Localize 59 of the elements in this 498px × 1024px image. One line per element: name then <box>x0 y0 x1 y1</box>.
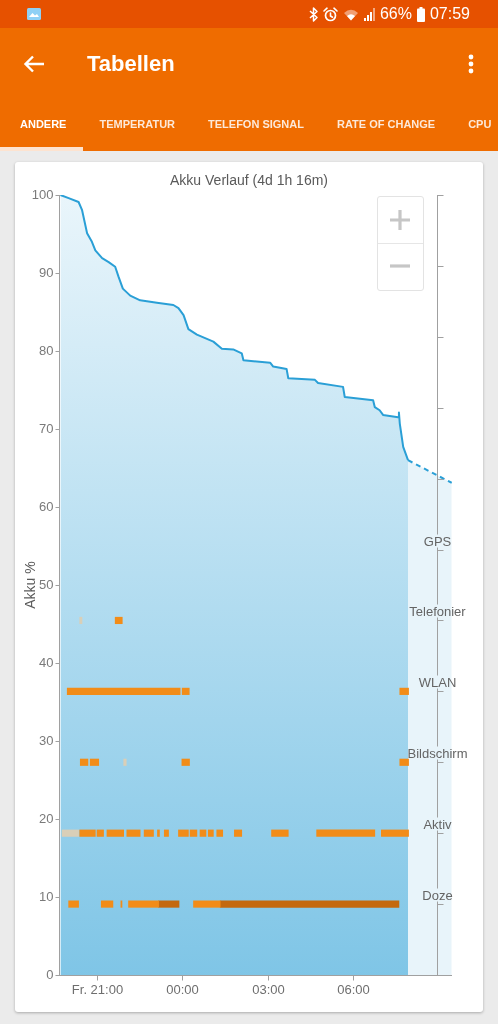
y-tick-label: Doze <box>422 887 453 903</box>
y-tick-label: 90 <box>39 265 54 281</box>
bar <box>316 829 376 837</box>
bar <box>207 829 214 837</box>
text: 07:59 <box>429 4 470 24</box>
x-tick-label: 06:00 <box>337 982 370 998</box>
bar <box>219 900 400 908</box>
bar <box>181 687 190 695</box>
text: 66% <box>379 4 412 24</box>
text: Tabellen <box>87 50 175 78</box>
y-tick-label: 50 <box>39 577 54 593</box>
y-tick-label: Aktiv <box>423 816 453 832</box>
y-axis-title: Akku % <box>21 561 38 609</box>
y-tick-label: GPS <box>423 533 452 549</box>
bar <box>271 829 289 837</box>
bar <box>234 829 243 837</box>
bar <box>128 900 159 908</box>
bar <box>106 829 125 837</box>
bar <box>89 758 100 766</box>
text: TEMPERATUR <box>99 117 176 130</box>
bar <box>61 829 79 837</box>
bar <box>193 900 221 908</box>
y-tick-label: 10 <box>39 889 54 905</box>
chart-title: Akku Verlauf (4d 1h 16m) <box>170 171 328 188</box>
y-tick-label: 70 <box>39 421 54 437</box>
bar <box>68 900 79 908</box>
y-tick-label: 20 <box>39 811 54 827</box>
y-tick-label: 80 <box>39 343 54 359</box>
bar <box>143 829 154 837</box>
y-tick-label: WLAN <box>418 674 457 690</box>
text: ANDERE <box>20 117 67 130</box>
y-tick-label: 60 <box>39 499 54 515</box>
bar <box>181 758 190 766</box>
bar <box>381 829 409 837</box>
text: RATE OF CHANGE <box>336 117 436 130</box>
bar <box>123 758 127 766</box>
x-tick-label: Fr. 21:00 <box>71 982 124 998</box>
bar <box>157 829 160 837</box>
y-tick-label: Bildschirm <box>407 745 468 761</box>
bar <box>399 687 409 695</box>
bar <box>216 829 224 837</box>
text: CPU <box>468 117 492 130</box>
bar <box>66 687 181 695</box>
y-tick-label: Telefonier <box>409 603 467 619</box>
x-tick-label: 00:00 <box>166 982 199 998</box>
bar <box>100 900 114 908</box>
y-tick-label: 100 <box>31 187 54 203</box>
bar <box>399 758 409 766</box>
y-tick-label: 30 <box>39 733 54 749</box>
bar <box>79 616 83 625</box>
bar <box>79 758 89 766</box>
bar <box>114 616 123 625</box>
bar <box>163 829 169 837</box>
bar <box>158 900 180 908</box>
bar <box>126 829 141 837</box>
y-tick-label: 40 <box>39 655 54 671</box>
y-tick-label: 0 <box>46 967 54 983</box>
x-tick-label: 03:00 <box>252 982 285 998</box>
text: TELEFON SIGNAL <box>208 117 304 130</box>
